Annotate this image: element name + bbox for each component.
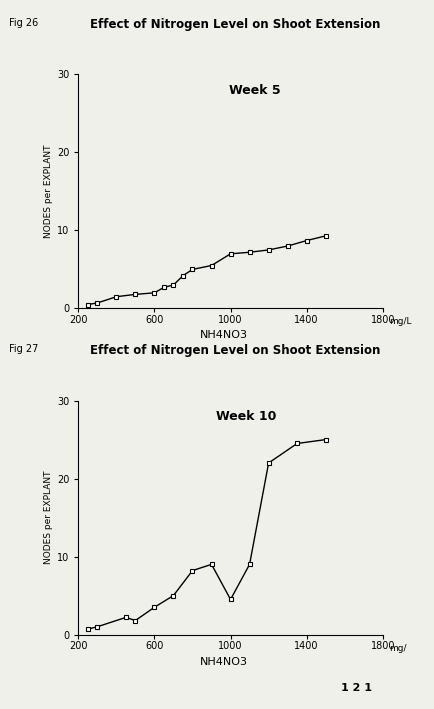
Y-axis label: NODES per EXPLANT: NODES per EXPLANT [44,471,53,564]
Text: Fig 27: Fig 27 [9,344,38,354]
Text: NH4NO3: NH4NO3 [200,330,247,340]
Text: Fig 26: Fig 26 [9,18,38,28]
Text: NH4NO3: NH4NO3 [200,657,247,667]
Text: Week 5: Week 5 [229,84,280,97]
Text: Effect of Nitrogen Level on Shoot Extension: Effect of Nitrogen Level on Shoot Extens… [89,344,379,357]
Text: Effect of Nitrogen Level on Shoot Extension: Effect of Nitrogen Level on Shoot Extens… [89,18,379,30]
Y-axis label: NODES per EXPLANT: NODES per EXPLANT [44,145,53,238]
Text: mg/L: mg/L [388,317,411,326]
Text: 1 2 1: 1 2 1 [340,683,372,693]
Text: mg/: mg/ [388,644,406,653]
Text: Week 10: Week 10 [215,410,275,423]
